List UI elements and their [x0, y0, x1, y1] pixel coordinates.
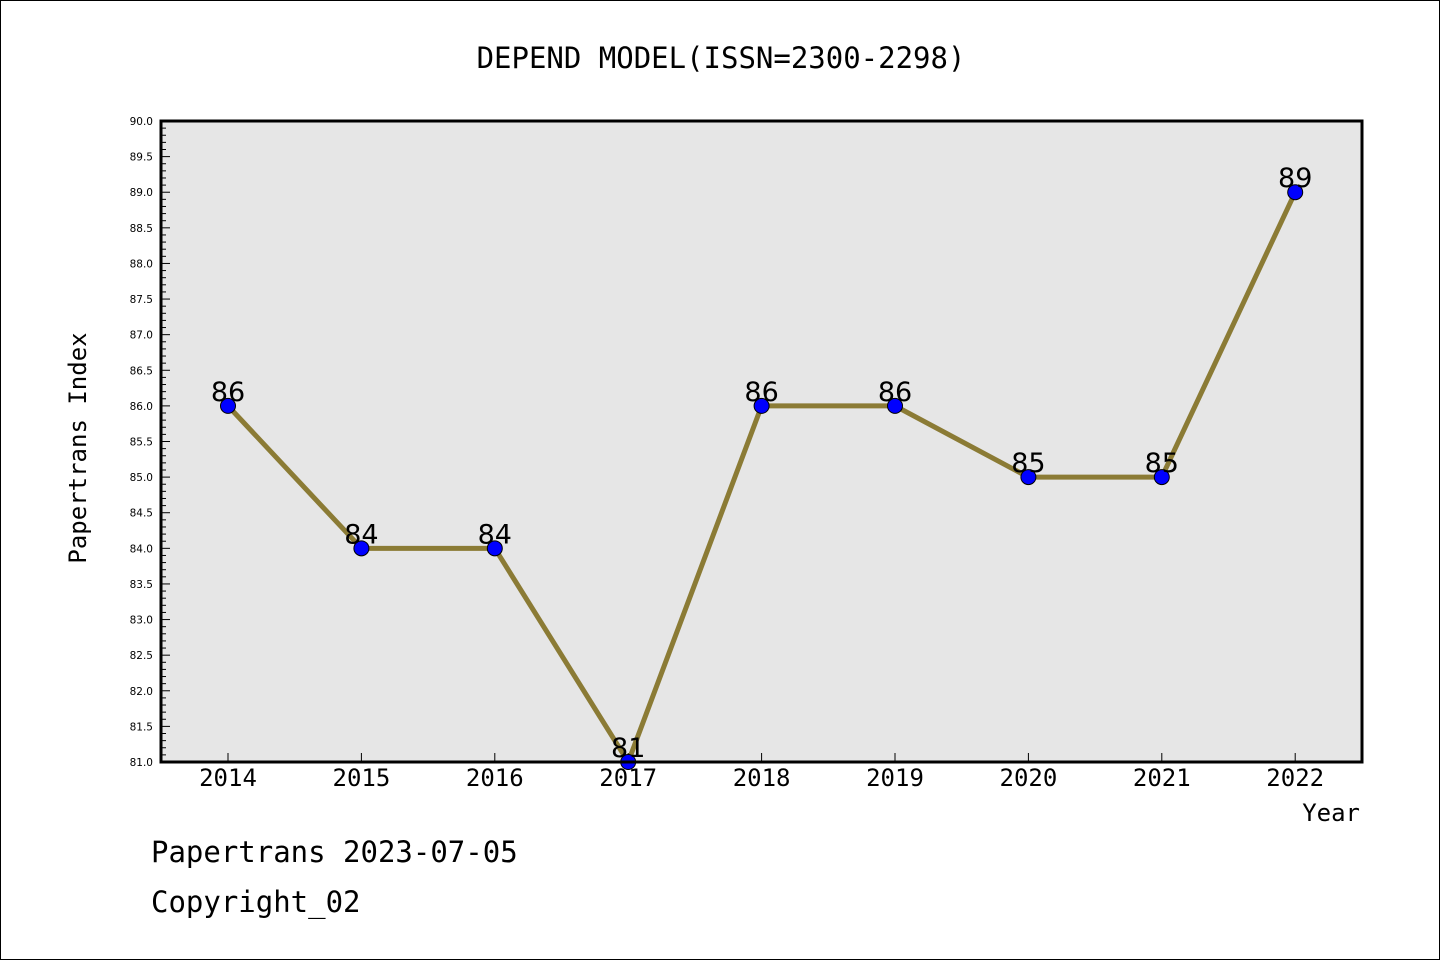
- x-axis: 2014 2015 2016 2017 2018 2019 2020 2021 2022: [199, 753, 1324, 792]
- x-tick-label: 2019: [866, 764, 924, 792]
- data-label: 86: [878, 377, 912, 408]
- y-axis: 81.0 81.5 82.0 82.5 83.0 83.5 84.0 84.5 85.0 85.5…: [130, 116, 170, 769]
- y-tick-label: 89.5: [130, 152, 153, 164]
- data-point: [753, 397, 770, 414]
- y-tick-label: 90.0: [130, 116, 153, 128]
- x-tick-label: 2022: [1266, 764, 1324, 792]
- data-point: [1020, 469, 1037, 486]
- y-tick-label: 85.0: [130, 472, 153, 484]
- y-tick-label: 81.0: [130, 757, 153, 769]
- x-axis-label: Year: [1302, 799, 1360, 827]
- data-point: [486, 540, 503, 557]
- y-tick-label: 86.5: [130, 365, 153, 377]
- x-tick-label: 2015: [333, 764, 391, 792]
- series-layer: [220, 184, 1304, 770]
- data-point: [220, 397, 236, 414]
- y-tick-label: 89.0: [130, 187, 153, 199]
- y-tick-label: 82.5: [130, 650, 153, 662]
- plot-area: [161, 121, 1362, 762]
- data-point: [1287, 184, 1304, 201]
- y-tick-label: 83.5: [130, 579, 153, 591]
- data-label: 86: [744, 377, 778, 408]
- y-tick-label: 87.0: [130, 330, 153, 342]
- data-label: 84: [478, 519, 512, 550]
- footer-date: Papertrans 2023-07-05: [151, 835, 518, 869]
- y-tick-label: 86.0: [130, 401, 153, 413]
- plot-border: [159, 119, 1364, 764]
- data-label: 81: [611, 733, 645, 764]
- y-tick-label: 81.5: [130, 721, 153, 733]
- footer-copyright: Copyright_02: [151, 885, 361, 919]
- y-tick-label: 84.0: [130, 543, 153, 555]
- data-labels-layer: 86 84 84 81 86 86 85 85 89: [211, 163, 1313, 764]
- y-tick-label: 88.0: [130, 258, 153, 270]
- x-tick-label: 2018: [733, 764, 791, 792]
- y-tick-label: 87.5: [130, 294, 153, 306]
- data-label: 86: [211, 377, 245, 408]
- data-point: [1153, 469, 1170, 486]
- y-tick-label: 88.5: [130, 223, 153, 235]
- y-tick-label: 84.5: [130, 508, 153, 520]
- x-tick-label: 2014: [199, 764, 257, 792]
- data-label: 85: [1011, 448, 1045, 479]
- x-tick-label: 2021: [1133, 764, 1191, 792]
- chart-title: DEPEND MODEL(ISSN=2300-2298): [477, 41, 966, 75]
- data-point: [353, 540, 370, 557]
- y-tick-label: 83.0: [130, 615, 153, 627]
- data-point: [887, 397, 903, 414]
- y-axis-label: Papertrans Index: [64, 332, 92, 563]
- y-tick-label: 85.5: [130, 437, 153, 449]
- data-label: 85: [1145, 448, 1179, 479]
- data-label: 89: [1278, 163, 1312, 194]
- y-tick-label: 82.0: [130, 686, 153, 698]
- x-tick-label: 2016: [466, 764, 524, 792]
- x-tick-label: 2020: [1000, 764, 1058, 792]
- data-label: 84: [344, 519, 378, 550]
